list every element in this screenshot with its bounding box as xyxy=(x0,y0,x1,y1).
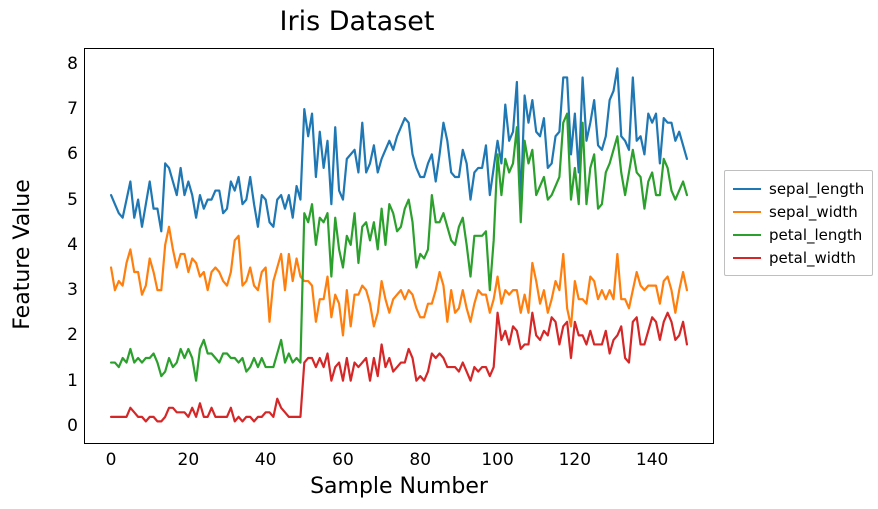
legend-swatch xyxy=(733,257,761,259)
chart-title: Iris Dataset xyxy=(0,6,714,37)
legend-swatch xyxy=(733,234,761,236)
series-sepal_width xyxy=(111,227,687,336)
plot-area xyxy=(84,48,714,444)
legend-swatch xyxy=(733,188,761,190)
x-tick-label: 40 xyxy=(255,450,277,470)
x-axis-label: Sample Number xyxy=(84,474,714,499)
legend-label: sepal_width xyxy=(769,203,858,221)
chart-title-text: Iris Dataset xyxy=(280,6,435,37)
legend-swatch xyxy=(733,211,761,213)
legend-item-petal_length: petal_length xyxy=(733,223,864,246)
x-tick-label: 120 xyxy=(559,450,591,470)
x-tick-label: 100 xyxy=(481,450,513,470)
x-tick-label: 20 xyxy=(178,450,200,470)
y-tick-label: 7 xyxy=(60,99,78,119)
series-petal_length xyxy=(111,114,687,381)
y-axis-label: Feature Value xyxy=(8,0,36,509)
x-tick-label: 80 xyxy=(409,450,431,470)
iris-line-chart: Iris Dataset Feature Value 0204060801001… xyxy=(0,0,878,509)
y-tick-label: 6 xyxy=(60,144,78,164)
legend-item-sepal_length: sepal_length xyxy=(733,177,864,200)
y-tick-label: 2 xyxy=(60,325,78,345)
legend-item-petal_width: petal_width xyxy=(733,246,864,269)
y-tick-label: 8 xyxy=(60,54,78,74)
x-tick-label: 0 xyxy=(106,450,117,470)
legend-label: petal_width xyxy=(769,249,856,267)
y-tick-label: 3 xyxy=(60,280,78,300)
x-tick-label: 60 xyxy=(332,450,354,470)
x-axis-label-text: Sample Number xyxy=(310,474,488,499)
y-tick-label: 0 xyxy=(60,416,78,436)
legend-item-sepal_width: sepal_width xyxy=(733,200,864,223)
y-axis-label-text: Feature Value xyxy=(10,179,35,330)
y-tick-label: 1 xyxy=(60,371,78,391)
y-tick-label: 4 xyxy=(60,235,78,255)
line-series-group xyxy=(111,68,687,421)
x-tick-label: 140 xyxy=(636,450,668,470)
legend-label: petal_length xyxy=(769,226,862,244)
legend-label: sepal_length xyxy=(769,180,864,198)
y-tick-label: 5 xyxy=(60,190,78,210)
legend: sepal_length sepal_width petal_lengthpetal… xyxy=(724,170,873,276)
